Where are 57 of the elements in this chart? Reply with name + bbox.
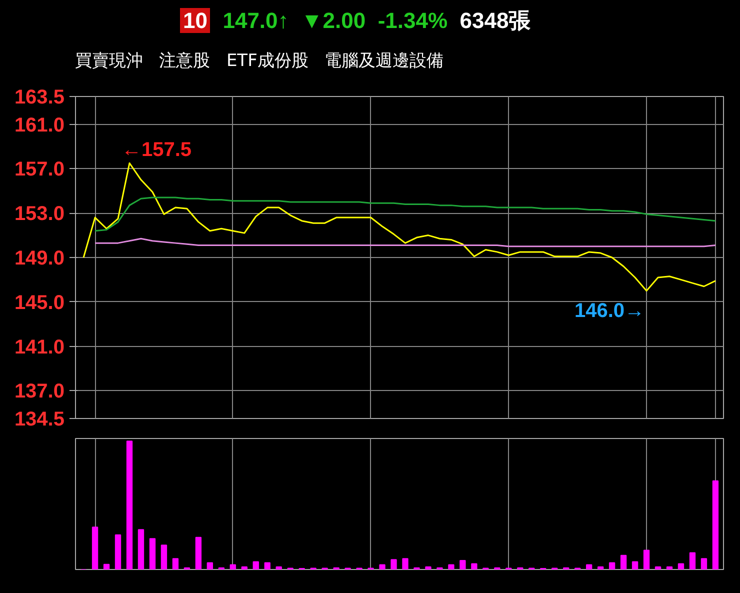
bar [597, 566, 604, 570]
text: -1.34% [378, 8, 448, 33]
text: ▼2.00 [301, 8, 366, 33]
bar [689, 552, 696, 570]
text: 注意股 [159, 51, 210, 71]
text: 買賣現沖 [75, 51, 143, 71]
bar [620, 554, 627, 570]
text: 電腦及週邊設備 [324, 51, 444, 71]
text: ETF成份股 [226, 51, 308, 71]
bar [379, 564, 386, 570]
line-series [94, 238, 716, 248]
y-tick-label: 134.5 [14, 408, 65, 430]
bar [608, 562, 616, 570]
y-tick-label: 157.0 [14, 158, 65, 181]
bar [252, 561, 259, 570]
bar [425, 566, 432, 570]
bar [103, 564, 110, 570]
bar [448, 564, 454, 570]
bar [643, 550, 650, 570]
y-tick-label: 149.0 [14, 248, 65, 270]
y-tick-label: 145.0 [14, 292, 65, 314]
bar [402, 558, 408, 570]
bar [172, 558, 179, 570]
bar [712, 480, 719, 570]
text: 6348張 [460, 8, 531, 33]
bar [390, 559, 397, 570]
bar [92, 526, 98, 570]
bar [149, 538, 156, 570]
bar [654, 566, 662, 570]
bar [276, 566, 282, 570]
bar [471, 563, 478, 570]
bar [114, 534, 122, 570]
bar [206, 562, 214, 570]
bar [700, 558, 708, 570]
bar [138, 529, 144, 570]
bar [678, 563, 684, 570]
text: 147.0↑ [222, 8, 289, 33]
y-tick-label: 153.0 [14, 203, 65, 226]
text: 10 [180, 8, 210, 33]
bar [195, 536, 202, 570]
bar [264, 562, 270, 570]
bar [126, 440, 133, 570]
y-tick-label: 141.0 [14, 336, 65, 358]
bar [230, 564, 236, 570]
annotation: ←157.5 [122, 139, 192, 162]
bar [160, 544, 168, 570]
bar [666, 566, 673, 570]
annotation: 146.0→ [574, 300, 645, 322]
bar [241, 566, 248, 570]
line-series [94, 196, 716, 232]
y-tick-label: 163.5 [14, 86, 65, 108]
line-series [82, 162, 716, 292]
bar [460, 560, 466, 570]
y-tick-label: 137.0 [14, 380, 65, 403]
y-tick-label: 161.0 [14, 114, 65, 136]
bar [586, 564, 592, 570]
bar [632, 561, 638, 570]
